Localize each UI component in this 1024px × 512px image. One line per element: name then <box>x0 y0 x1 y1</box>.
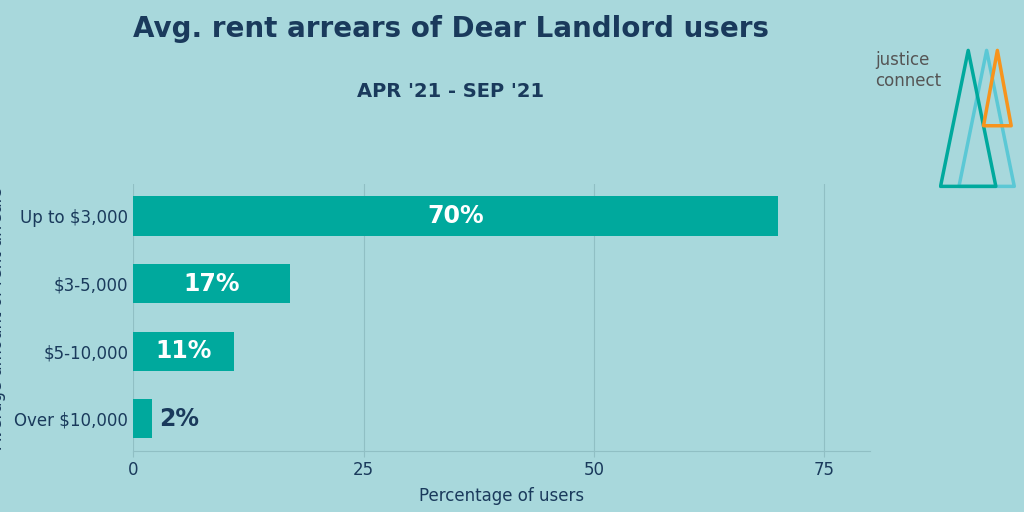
Bar <box>133 197 778 236</box>
Text: 11%: 11% <box>156 339 212 363</box>
Text: 17%: 17% <box>183 272 240 295</box>
Bar <box>133 264 290 303</box>
Text: APR '21 - SEP '21: APR '21 - SEP '21 <box>357 82 544 101</box>
Bar <box>133 332 234 371</box>
Y-axis label: Average amount of rent arrears: Average amount of rent arrears <box>0 186 6 449</box>
Text: 2%: 2% <box>159 407 199 431</box>
Text: 70%: 70% <box>427 204 484 228</box>
Bar <box>133 399 152 438</box>
Text: justice
connect: justice connect <box>876 51 942 90</box>
Text: Avg. rent arrears of Dear Landlord users: Avg. rent arrears of Dear Landlord users <box>132 15 769 44</box>
X-axis label: Percentage of users: Percentage of users <box>419 487 585 505</box>
